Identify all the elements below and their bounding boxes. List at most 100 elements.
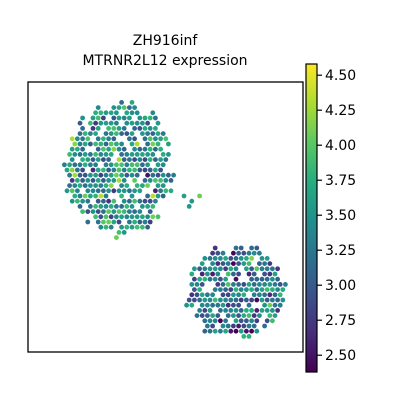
data-spot	[251, 250, 257, 256]
data-spot	[98, 214, 104, 220]
data-spot	[246, 282, 252, 287]
data-spot	[80, 157, 85, 163]
data-spot	[171, 172, 177, 178]
data-spot	[95, 157, 101, 163]
data-spot	[215, 313, 221, 318]
data-spot	[223, 256, 229, 261]
data-spot	[194, 282, 200, 287]
data-spot	[145, 172, 151, 178]
data-spot	[264, 276, 270, 282]
colorbar-tick-label: 2.75	[325, 313, 356, 329]
data-spot	[233, 318, 239, 324]
data-spot	[116, 157, 122, 163]
data-spot	[238, 256, 244, 261]
data-spot	[225, 282, 231, 287]
data-spot	[267, 292, 273, 298]
data-spot	[259, 308, 265, 313]
data-spot	[132, 178, 138, 183]
data-spot	[134, 152, 140, 157]
data-spot	[210, 302, 216, 308]
data-spot	[207, 256, 213, 261]
data-spot	[106, 188, 111, 194]
data-spot	[77, 131, 83, 137]
data-spot	[93, 141, 98, 147]
data-spot	[210, 261, 216, 266]
data-spot	[88, 131, 93, 137]
data-spot	[101, 167, 106, 173]
data-spot	[132, 136, 138, 142]
data-spot	[111, 167, 117, 173]
data-spot	[197, 297, 203, 303]
data-spot	[166, 141, 171, 147]
data-spot	[272, 302, 278, 308]
data-spot	[85, 178, 91, 183]
data-spot	[246, 250, 252, 256]
data-spot	[140, 183, 145, 189]
data-spot	[225, 302, 231, 308]
data-spot	[124, 183, 130, 189]
data-spot	[80, 209, 85, 215]
data-spot	[228, 328, 234, 334]
data-spot	[218, 297, 223, 303]
data-spot	[223, 287, 229, 292]
data-spot	[246, 334, 252, 339]
data-spot	[254, 297, 260, 303]
data-spot	[64, 167, 70, 173]
data-spot	[72, 172, 78, 178]
data-spot	[137, 146, 143, 152]
data-spot	[121, 157, 127, 163]
data-spot	[233, 328, 239, 334]
data-spot	[236, 313, 242, 318]
data-spot	[142, 136, 148, 142]
data-spot	[126, 157, 132, 163]
data-spot	[275, 308, 280, 313]
data-spot	[189, 302, 195, 308]
data-spot	[132, 146, 138, 152]
data-spot	[205, 292, 210, 298]
data-spot	[140, 214, 145, 220]
data-spot	[124, 224, 130, 230]
data-spot	[116, 115, 122, 121]
data-spot	[241, 323, 247, 329]
data-spot	[215, 302, 221, 308]
data-spot	[106, 198, 111, 204]
data-spot	[106, 178, 111, 183]
data-spot	[103, 193, 109, 199]
data-spot	[218, 256, 223, 261]
data-spot	[231, 250, 236, 256]
chart-title: ZH916inf	[133, 33, 199, 49]
data-spot	[132, 209, 138, 215]
data-spot	[153, 125, 158, 131]
data-spot	[251, 282, 257, 287]
data-spot	[72, 141, 78, 147]
data-spot	[215, 271, 221, 277]
data-spot	[103, 110, 109, 116]
colorbar-tick-label: 3.75	[325, 173, 356, 189]
data-spot	[277, 282, 283, 287]
data-spot	[192, 276, 197, 282]
data-spot	[158, 167, 164, 173]
data-spot	[192, 297, 197, 303]
data-spot	[95, 219, 101, 225]
data-spot	[212, 256, 218, 261]
data-spot	[137, 167, 143, 173]
data-spot	[75, 198, 80, 204]
data-spot	[257, 261, 262, 266]
data-spot	[267, 271, 273, 277]
plot-frame	[27, 81, 304, 353]
data-spot	[270, 297, 275, 303]
data-spot	[155, 141, 161, 147]
data-spot	[121, 125, 127, 131]
data-spot	[119, 224, 124, 230]
colorbar-tick-label: 4.50	[325, 68, 356, 84]
data-spot	[69, 188, 75, 194]
data-spot	[262, 302, 267, 308]
data-spot	[218, 318, 223, 324]
data-spot	[116, 219, 122, 225]
data-spot	[251, 271, 257, 277]
data-spot	[134, 224, 140, 230]
data-spot	[119, 172, 124, 178]
data-spot	[88, 120, 93, 126]
data-spot	[147, 146, 153, 152]
data-spot	[95, 146, 101, 152]
